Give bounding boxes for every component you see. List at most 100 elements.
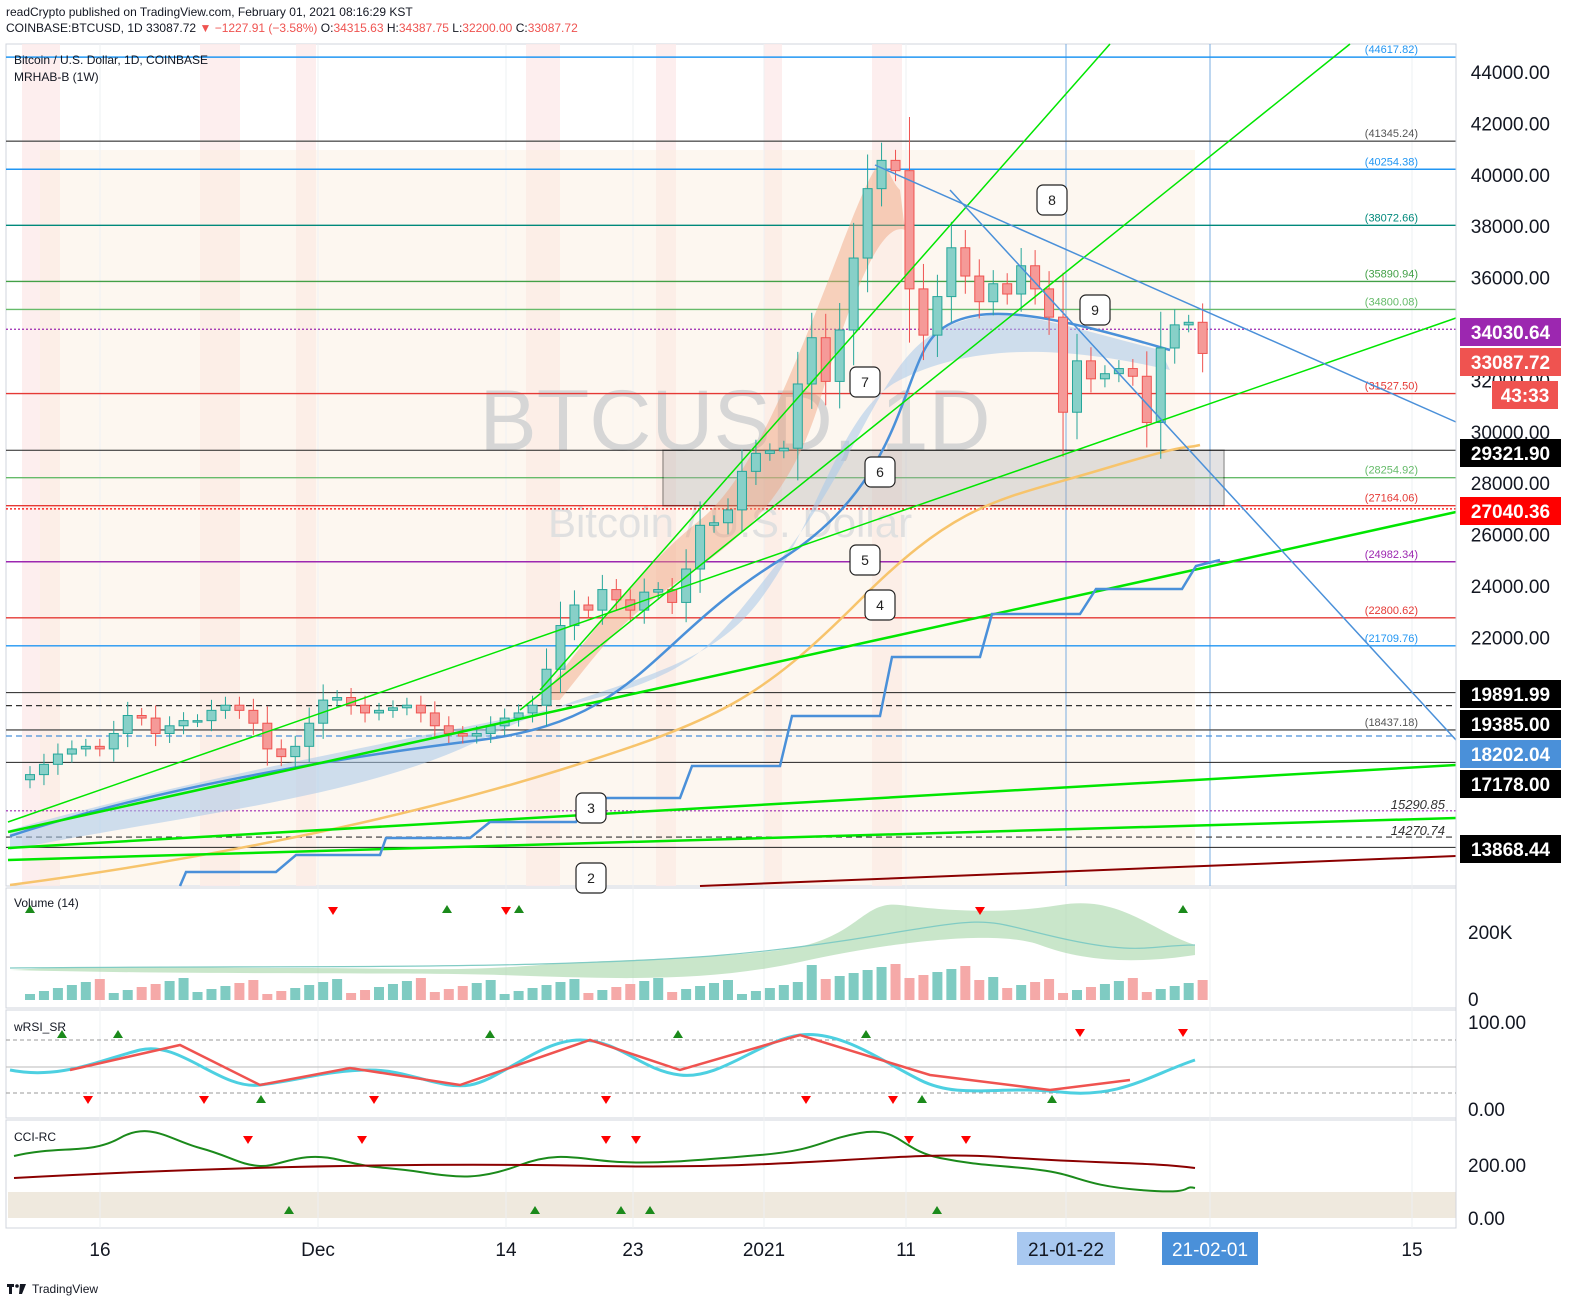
candle-body[interactable] (974, 275, 985, 303)
candle-body[interactable] (806, 337, 817, 385)
trend-line[interactable] (519, 43, 1351, 711)
candle-body[interactable] (820, 337, 831, 382)
candle-body[interactable] (862, 188, 873, 259)
candle-body[interactable] (611, 589, 622, 601)
candle-body[interactable] (1155, 347, 1166, 424)
candle-body[interactable] (1072, 360, 1082, 413)
price-tag[interactable] (1460, 835, 1561, 863)
callout-bubble[interactable] (575, 862, 607, 894)
candle-body[interactable] (695, 524, 706, 570)
callout-bubble[interactable] (849, 366, 881, 398)
callout-bubble[interactable] (575, 792, 607, 824)
candle-body[interactable] (304, 722, 315, 747)
callout-bubble[interactable] (864, 456, 896, 488)
candle-body[interactable] (387, 707, 398, 711)
candle-body[interactable] (457, 732, 468, 737)
candle-body[interactable] (234, 704, 245, 711)
candle-body[interactable] (904, 170, 915, 290)
price-pane[interactable] (5, 43, 1457, 887)
candle-body[interactable] (1127, 368, 1138, 377)
candle-body[interactable] (38, 763, 49, 776)
candle-body[interactable] (988, 283, 999, 303)
candle-body[interactable] (443, 725, 454, 734)
study-legend[interactable]: MRHAB-B (1W) (14, 70, 99, 84)
price-tag[interactable] (1460, 439, 1561, 467)
candle-body[interactable] (723, 509, 733, 524)
callout-bubble[interactable] (849, 544, 881, 576)
candle-body[interactable] (1002, 283, 1013, 295)
candle-body[interactable] (876, 159, 887, 190)
candle-body[interactable] (1169, 324, 1180, 349)
trend-line[interactable] (949, 189, 1457, 741)
price-tag[interactable] (1460, 740, 1561, 768)
cci-legend[interactable]: CCI-RC (14, 1130, 56, 1144)
candle-body[interactable] (932, 296, 943, 336)
date-marker[interactable] (1017, 1232, 1115, 1265)
candle-body[interactable] (960, 247, 971, 277)
candle-body[interactable] (401, 704, 412, 709)
candle-body[interactable] (66, 748, 77, 755)
candle-body[interactable] (667, 589, 678, 603)
trend-line[interactable] (7, 510, 1457, 834)
candle-body[interactable] (415, 704, 426, 714)
candle-body[interactable] (1058, 316, 1069, 413)
candle-body[interactable] (262, 722, 273, 750)
candle-body[interactable] (1099, 373, 1110, 380)
candle-body[interactable] (374, 709, 384, 714)
candle-body[interactable] (122, 715, 133, 734)
candle-body[interactable] (248, 709, 259, 724)
candle-body[interactable] (834, 329, 845, 382)
candle-body[interactable] (471, 732, 482, 737)
candle-body[interactable] (360, 704, 371, 714)
price-tag[interactable] (1492, 381, 1558, 409)
candle-body[interactable] (1044, 288, 1055, 318)
candle-body[interactable] (597, 589, 608, 611)
candle-body[interactable] (792, 383, 803, 449)
candle-body[interactable] (709, 522, 720, 526)
price-tag[interactable] (1460, 318, 1561, 346)
candle-body[interactable] (178, 720, 189, 727)
candle-body[interactable] (1085, 360, 1096, 380)
candle-body[interactable] (569, 604, 580, 627)
candle-body[interactable] (583, 604, 594, 611)
trend-line[interactable] (699, 855, 1457, 887)
candle-body[interactable] (653, 589, 664, 593)
candle-body[interactable] (1016, 265, 1027, 295)
candle-body[interactable] (527, 704, 538, 714)
candle-body[interactable] (555, 625, 566, 670)
candle-body[interactable] (750, 452, 761, 472)
candle-body[interactable] (25, 774, 35, 781)
candle-body[interactable] (206, 709, 217, 722)
candle-body[interactable] (164, 725, 175, 734)
callout-bubble[interactable] (1079, 294, 1111, 326)
trend-line[interactable] (7, 816, 1457, 862)
price-tag[interactable] (1460, 497, 1561, 525)
candle-body[interactable] (736, 470, 747, 511)
candle-body[interactable] (764, 450, 775, 454)
wrsi-legend[interactable]: wRSI_SR (13, 1020, 66, 1034)
price-tag[interactable] (1460, 770, 1561, 798)
candle-body[interactable] (290, 745, 301, 758)
date-marker[interactable] (1162, 1232, 1258, 1265)
price-tag[interactable] (1460, 710, 1561, 738)
candle-body[interactable] (276, 748, 287, 758)
candle-body[interactable] (220, 704, 231, 711)
symbol-legend[interactable]: Bitcoin / U.S. Dollar, 1D, COINBASE (14, 53, 208, 67)
callout-bubble[interactable] (864, 589, 896, 621)
candle-body[interactable] (946, 247, 957, 298)
trend-line[interactable] (7, 763, 1457, 850)
volume-legend[interactable]: Volume (14) (14, 896, 79, 910)
candle-body[interactable] (890, 159, 901, 172)
candle-body[interactable] (848, 257, 859, 331)
candle-body[interactable] (1183, 321, 1194, 326)
trend-line[interactable] (539, 43, 1111, 691)
candle-body[interactable] (80, 745, 91, 750)
candle-body[interactable] (136, 715, 147, 719)
candle-body[interactable] (1197, 321, 1208, 354)
candle-body[interactable] (778, 447, 789, 452)
candle-body[interactable] (332, 697, 343, 701)
candle-body[interactable] (52, 753, 63, 765)
candle-body[interactable] (108, 732, 119, 750)
price-tag[interactable] (1460, 348, 1561, 376)
